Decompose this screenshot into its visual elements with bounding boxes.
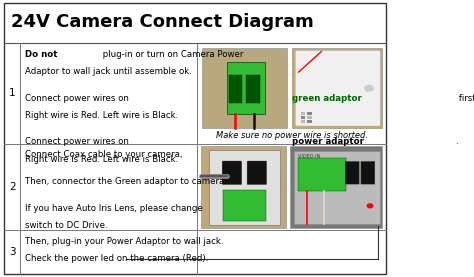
Circle shape [365,85,374,92]
FancyBboxPatch shape [223,190,266,221]
Text: switch to DC Drive.: switch to DC Drive. [25,221,108,230]
FancyBboxPatch shape [229,75,243,103]
Text: Connect power wires on: Connect power wires on [25,94,132,103]
FancyBboxPatch shape [346,161,359,184]
Text: green adaptor: green adaptor [292,94,362,103]
Text: Check the power led on the camera (Red).: Check the power led on the camera (Red). [25,254,208,263]
Text: Do not: Do not [25,50,57,59]
FancyBboxPatch shape [295,50,381,126]
FancyBboxPatch shape [246,75,260,103]
FancyBboxPatch shape [201,146,286,227]
Text: 24V Camera Connect Diagram: 24V Camera Connect Diagram [11,13,314,31]
FancyBboxPatch shape [307,112,311,115]
FancyBboxPatch shape [222,161,242,184]
Text: Then, connector the Green adaptor to camera.: Then, connector the Green adaptor to cam… [25,177,227,186]
FancyBboxPatch shape [293,151,381,224]
Text: .: . [456,137,458,147]
FancyBboxPatch shape [307,120,311,123]
Text: Right wire is Red. Left wire is Black.: Right wire is Red. Left wire is Black. [25,155,178,164]
Text: Connect power wires on: Connect power wires on [25,137,132,147]
FancyBboxPatch shape [290,146,383,227]
FancyBboxPatch shape [209,150,280,225]
FancyBboxPatch shape [301,112,305,115]
FancyBboxPatch shape [247,161,266,184]
Text: power adaptor: power adaptor [292,137,364,147]
Text: 3: 3 [9,247,16,257]
Text: If you have Auto Iris Lens, please change: If you have Auto Iris Lens, please chang… [25,204,203,213]
FancyBboxPatch shape [4,3,386,274]
Text: Adaptor to wall jack until assemble ok.: Adaptor to wall jack until assemble ok. [25,67,192,76]
Text: VIDEO IN: VIDEO IN [298,154,320,160]
FancyBboxPatch shape [301,116,305,119]
FancyBboxPatch shape [202,48,287,128]
Text: plug-in or turn on Camera Power: plug-in or turn on Camera Power [100,50,244,59]
FancyBboxPatch shape [361,161,375,184]
Text: Make sure no power wire is shorted.: Make sure no power wire is shorted. [216,131,368,140]
FancyBboxPatch shape [227,61,265,114]
Text: Connect Coax cable to your camera,: Connect Coax cable to your camera, [25,150,182,160]
Text: 2: 2 [9,182,16,192]
Text: Then, plug-in your Power Adaptor to wall jack.: Then, plug-in your Power Adaptor to wall… [25,237,223,246]
FancyBboxPatch shape [307,116,311,119]
Text: 1: 1 [9,88,16,98]
Text: Right wire is Red. Left wire is Black.: Right wire is Red. Left wire is Black. [25,111,178,120]
Circle shape [367,204,373,208]
Text: first.: first. [456,94,474,103]
FancyBboxPatch shape [301,120,305,123]
FancyBboxPatch shape [292,48,382,128]
FancyBboxPatch shape [298,158,346,191]
